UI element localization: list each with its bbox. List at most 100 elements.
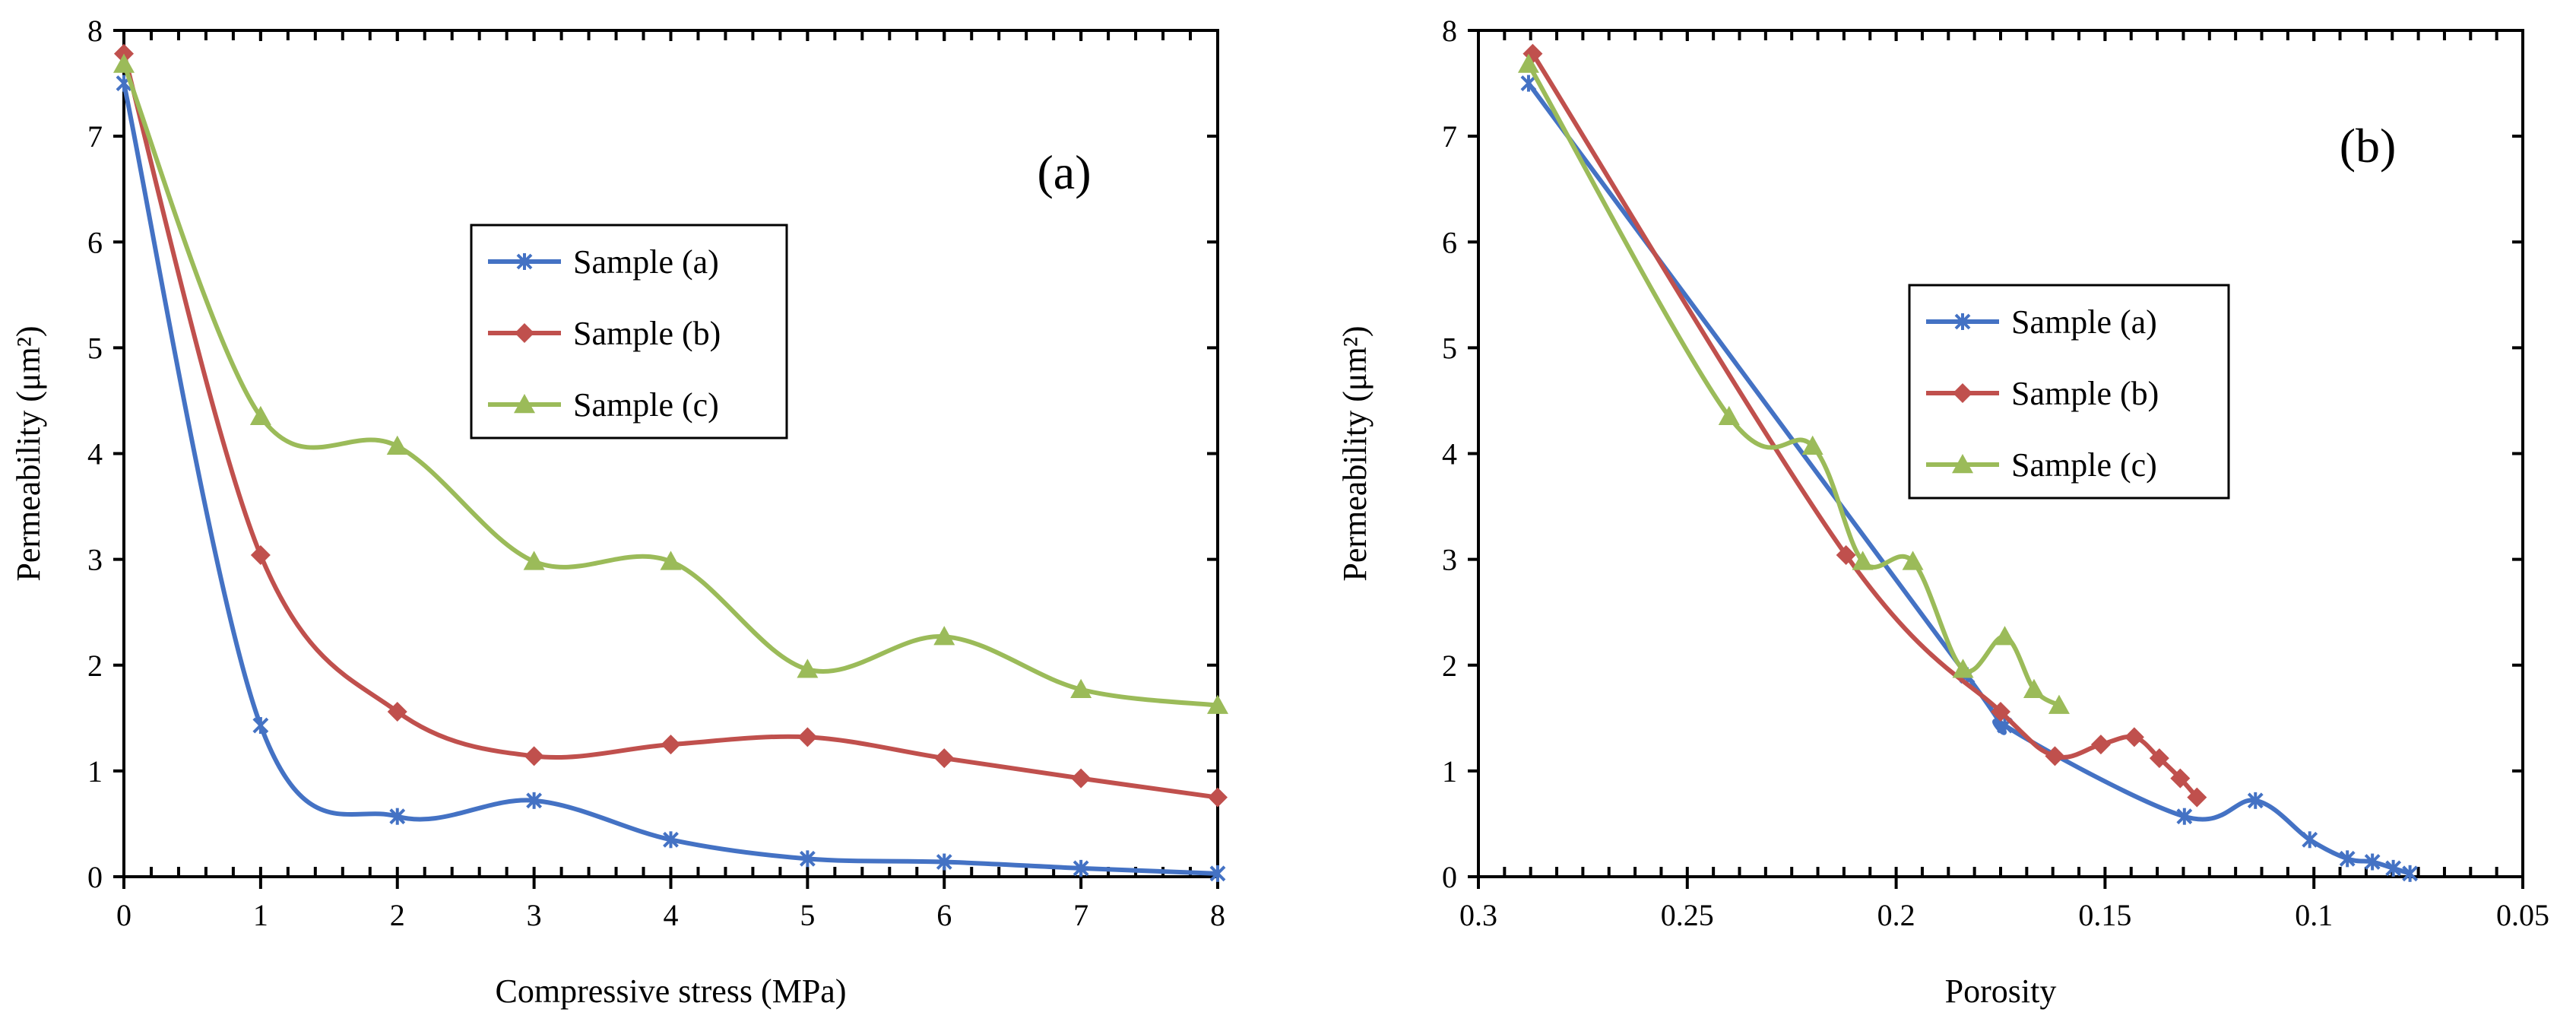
series-line [122, 51, 1220, 800]
y-tick-label: 6 [87, 225, 103, 259]
data-point [389, 808, 406, 825]
x-tick-label: 2 [390, 898, 405, 932]
x-tick-label: 0.3 [1459, 898, 1497, 932]
legend-label: Sample (b) [573, 315, 721, 352]
x-tick-label: 3 [527, 898, 542, 932]
legend-marker [514, 394, 535, 414]
data-point [1902, 551, 1924, 570]
y-tick-label: 3 [87, 543, 103, 577]
data-point [1801, 435, 1823, 455]
y-tick-label: 7 [1442, 119, 1457, 154]
legend-item: Sample (b) [1926, 375, 2159, 412]
y-tick-label: 1 [87, 754, 103, 789]
legend-marker [515, 323, 534, 343]
data-point [386, 435, 408, 455]
data-point [526, 792, 543, 809]
y-tick-label: 5 [1442, 331, 1457, 365]
y-tick-label: 0 [1442, 860, 1457, 894]
legend-item: Sample (c) [488, 386, 719, 424]
series-line [122, 81, 1220, 876]
legend-item: Sample (c) [1926, 446, 2157, 484]
x-tick-label: 0.15 [2078, 898, 2131, 932]
data-point [2247, 792, 2264, 809]
data-point [2302, 831, 2318, 849]
x-tick-label: 0.25 [1661, 898, 1714, 932]
data-point [934, 748, 955, 769]
x-tick-label: 4 [664, 898, 679, 932]
x-axis-title: Compressive stress (MPa) [496, 973, 847, 1010]
legend-marker [1954, 313, 1971, 330]
series-3 [1517, 53, 2070, 714]
legend-label: Sample (c) [2011, 446, 2157, 484]
legend-item: Sample (a) [1926, 303, 2157, 341]
data-point [933, 626, 955, 646]
data-point [1991, 701, 2010, 722]
data-point [2124, 727, 2144, 747]
legend-label: Sample (a) [2011, 303, 2157, 341]
series-1 [116, 75, 1226, 882]
data-point [660, 551, 682, 570]
data-point [1209, 865, 1226, 882]
data-point [1071, 768, 1092, 789]
data-point [2170, 768, 2191, 789]
legend-marker [516, 253, 533, 270]
data-point [1836, 545, 1856, 566]
data-point [1852, 551, 1874, 570]
data-point [797, 658, 819, 678]
y-tick-label: 5 [87, 331, 103, 365]
data-point [1520, 75, 1537, 92]
data-point [799, 850, 816, 868]
data-point [1718, 405, 1740, 426]
x-tick-label: 7 [1073, 898, 1088, 932]
x-tick-label: 0.05 [2496, 898, 2549, 932]
data-point [249, 405, 271, 426]
y-tick-label: 2 [87, 649, 103, 683]
y-tick-label: 4 [1442, 437, 1457, 471]
data-point [1073, 859, 1089, 877]
chart-b: 0 1 2 3 4 5 6 7 8 0.3 0.25 0.2 0.15 0.1 0.05 Porosity Pe… [1336, 14, 2549, 1010]
y-tick-label: 4 [87, 437, 103, 471]
x-tick-label: 8 [1210, 898, 1225, 932]
legend-marker [1953, 383, 1972, 403]
data-point [113, 53, 135, 73]
series-2 [1522, 43, 2207, 808]
legend-item: Sample (b) [488, 315, 721, 352]
legend-label: Sample (a) [573, 243, 719, 281]
data-point [1207, 694, 1228, 714]
data-point [2339, 850, 2356, 868]
panel-label: (b) [2340, 119, 2397, 173]
data-point [2364, 853, 2381, 871]
y-tick-label: 1 [1442, 754, 1457, 789]
data-point [387, 701, 407, 722]
y-tick-label: 3 [1442, 543, 1457, 577]
data-point [936, 853, 952, 871]
y-tick-label: 2 [1442, 649, 1457, 683]
x-tick-label: 0.1 [2295, 898, 2333, 932]
data-point [1517, 53, 1539, 73]
data-point [250, 545, 271, 566]
data-point [1070, 678, 1092, 698]
x-tick-label: 6 [936, 898, 952, 932]
data-point [1208, 787, 1228, 808]
legend-marker [1952, 454, 1973, 474]
x-axis-title: Porosity [1945, 973, 2057, 1010]
series-line [1526, 81, 2413, 876]
data-point [2045, 746, 2065, 766]
data-point [661, 735, 681, 755]
series-2 [114, 43, 1228, 808]
y-tick-label: 0 [87, 860, 103, 894]
y-axis-title: Permeability (μm²) [1336, 325, 1374, 581]
data-point [2149, 748, 2169, 769]
panel-label: (a) [1037, 145, 1091, 199]
data-point [2176, 808, 2193, 825]
data-point [523, 551, 545, 570]
x-tick-label: 1 [253, 898, 268, 932]
legend-item: Sample (a) [488, 243, 719, 281]
y-tick-label: 7 [87, 119, 103, 154]
data-point [2385, 859, 2402, 877]
data-point [2048, 694, 2070, 714]
chart-a: 0 1 2 3 4 5 6 7 8 0 1 2 3 4 5 6 7 8 Compressive stress (MP… [10, 14, 1228, 1010]
data-point [663, 831, 679, 849]
y-tick-label: 8 [87, 14, 103, 48]
